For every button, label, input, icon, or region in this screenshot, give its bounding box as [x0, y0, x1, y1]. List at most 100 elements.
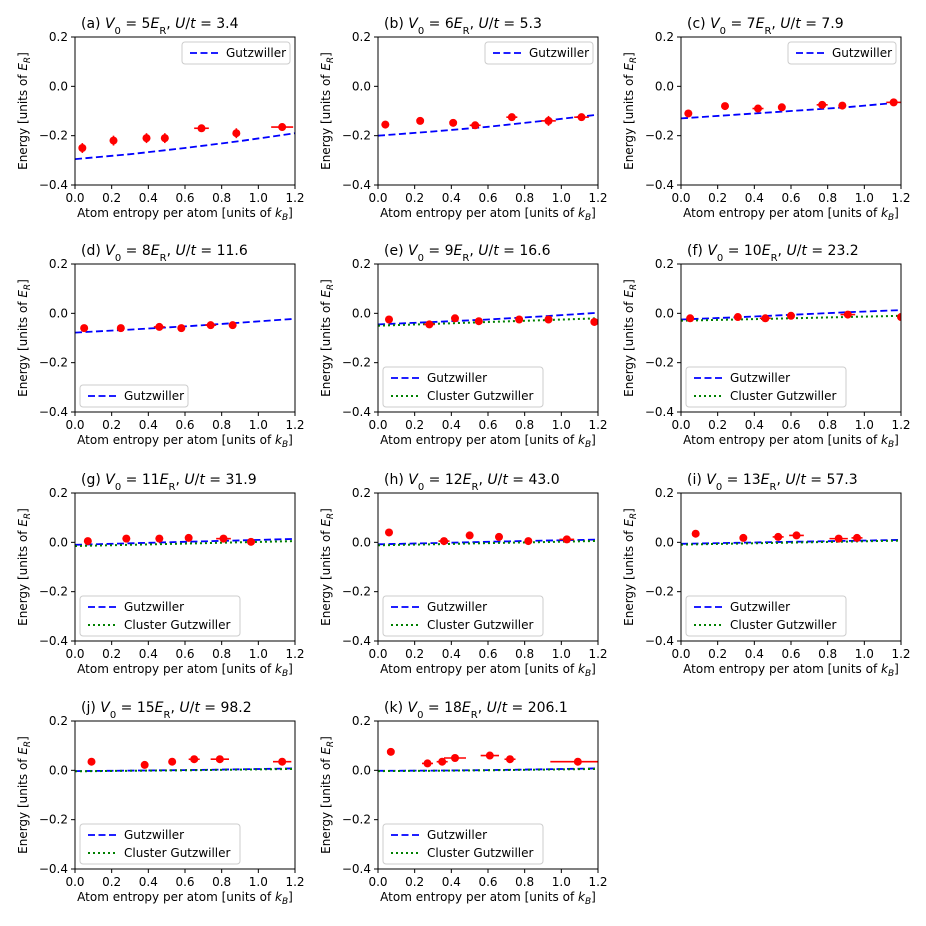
- data-point: [438, 537, 450, 546]
- data-marker: [562, 535, 571, 544]
- x-tick-label: 0.4: [139, 647, 158, 661]
- legend-gutzwiller-label: Gutzwiller: [427, 828, 487, 842]
- data-point: [524, 537, 533, 546]
- data-point: [386, 747, 395, 756]
- data-marker: [122, 534, 131, 543]
- legend-cluster-gutzwiller-label: Cluster Gutzwiller: [124, 618, 231, 632]
- data-point: [153, 322, 165, 331]
- data-marker: [733, 313, 742, 322]
- legend: Gutzwiller Cluster Gutzwiller: [382, 366, 544, 408]
- panel-k: (k) V0 = 18ER, U/t = 206.1 0.0 0.2 0.4 0.6 0.…: [319, 700, 608, 907]
- gutzwiller-line: [681, 101, 901, 120]
- data-marker: [416, 116, 425, 125]
- data-point: [574, 113, 589, 122]
- data-marker: [385, 315, 393, 324]
- x-tick-label: 0.8: [212, 191, 231, 205]
- y-tick-label: −0.4: [342, 405, 371, 419]
- legend-box: [79, 384, 189, 408]
- data-point: [469, 121, 481, 130]
- gutzwiller-line: [75, 317, 295, 334]
- y-tick-label: 0.0: [655, 306, 674, 320]
- plot-area: [75, 533, 295, 547]
- cluster-gutzwiller-line: [378, 317, 598, 327]
- panel-title: (a) V0 = 5ER, U/t = 3.4: [81, 16, 239, 37]
- data-marker: [577, 113, 586, 122]
- y-tick-label: 0.2: [655, 30, 674, 44]
- x-axis-label: Atom entropy per atom [units of kB]: [683, 206, 899, 223]
- x-tick-label: 1.0: [552, 191, 571, 205]
- y-axis-label: Energy [units of ER]: [319, 508, 336, 626]
- data-marker: [215, 755, 224, 764]
- legend: Gutzwiller Cluster Gutzwiller: [685, 366, 847, 408]
- gutzwiller-line: [378, 538, 598, 546]
- data-marker: [897, 313, 901, 322]
- data-point: [449, 118, 458, 127]
- plot-area: [378, 113, 598, 137]
- panel-title: (g) V0 = 11ER, U/t = 31.9: [81, 472, 257, 493]
- data-marker: [449, 118, 458, 127]
- x-tick-label: 0.8: [515, 191, 534, 205]
- data-point: [436, 757, 448, 766]
- data-marker: [889, 98, 898, 107]
- x-tick-label: 0.8: [515, 875, 534, 889]
- panel-title: (c) V0 = 7ER, U/t = 7.9: [687, 16, 844, 37]
- data-marker: [219, 534, 228, 543]
- data-marker: [247, 537, 255, 546]
- plot-area: [378, 747, 598, 773]
- y-tick-label: 0.0: [49, 763, 68, 777]
- data-marker: [474, 317, 483, 326]
- data-point: [495, 532, 503, 541]
- x-tick-label: 0.8: [818, 191, 837, 205]
- x-tick-label: 0.2: [405, 875, 424, 889]
- y-tick-label: 0.2: [655, 257, 674, 271]
- x-tick-label: 0.4: [442, 191, 461, 205]
- data-marker: [184, 533, 193, 542]
- legend: Gutzwiller Cluster Gutzwiller: [685, 595, 847, 637]
- data-point: [480, 751, 499, 760]
- data-point: [789, 531, 804, 540]
- legend-gutzwiller-label: Gutzwiller: [529, 46, 589, 60]
- data-point: [897, 313, 901, 322]
- data-marker: [590, 317, 598, 326]
- x-tick-label: 0.6: [478, 418, 497, 432]
- data-point: [83, 537, 92, 546]
- data-marker: [853, 533, 861, 542]
- data-point: [194, 124, 209, 133]
- data-point: [422, 759, 433, 768]
- y-tick-label: −0.4: [39, 405, 68, 419]
- x-tick-label: 0.4: [745, 191, 764, 205]
- x-tick-label: 1.2: [588, 875, 607, 889]
- y-tick-label: −0.2: [645, 129, 674, 143]
- data-marker: [438, 757, 447, 766]
- data-point: [465, 531, 474, 540]
- data-marker: [278, 757, 287, 766]
- y-tick-label: −0.4: [342, 634, 371, 648]
- x-tick-label: 0.4: [139, 191, 158, 205]
- legend-box: [79, 595, 241, 637]
- data-marker: [228, 321, 237, 330]
- legend-gutzwiller-label: Gutzwiller: [226, 46, 286, 60]
- data-point: [838, 101, 847, 110]
- y-tick-label: −0.2: [342, 129, 371, 143]
- data-point: [247, 537, 255, 546]
- x-tick-label: 1.2: [285, 191, 304, 205]
- x-tick-label: 0.2: [405, 647, 424, 661]
- y-tick-label: −0.2: [39, 356, 68, 370]
- data-marker: [80, 324, 89, 333]
- y-axis-label: Energy [units of ER]: [319, 52, 336, 170]
- data-marker: [451, 314, 459, 323]
- y-tick-label: 0.2: [352, 257, 371, 271]
- data-point: [474, 317, 483, 326]
- y-tick-label: 0.2: [655, 486, 674, 500]
- data-marker: [465, 531, 474, 540]
- cluster-gutzwiller-line: [75, 540, 295, 547]
- y-axis-label: Energy [units of ER]: [16, 736, 33, 854]
- data-point: [721, 102, 729, 111]
- data-point: [78, 143, 87, 153]
- legend-box: [382, 366, 544, 408]
- legend-box: [685, 595, 847, 637]
- data-marker: [761, 314, 770, 323]
- legend: Gutzwiller Cluster Gutzwiller: [382, 823, 544, 865]
- x-tick-label: 1.0: [249, 418, 268, 432]
- y-axis-label: Energy [units of ER]: [16, 52, 33, 170]
